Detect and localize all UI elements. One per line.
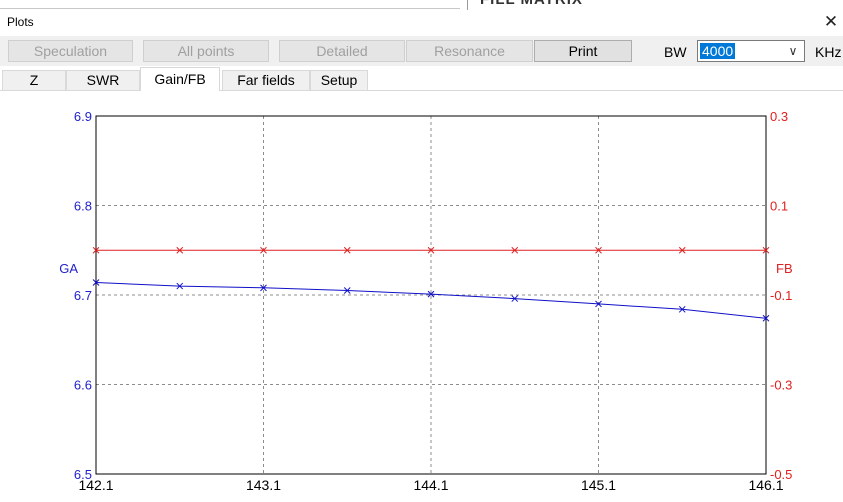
y-right-tick-label: -0.5 (770, 467, 792, 482)
chevron-down-icon[interactable]: ∨ (788, 44, 798, 58)
data-point-fb (595, 246, 602, 254)
data-point-fb (92, 246, 100, 254)
y-left-tick-label: 6.9 (74, 109, 92, 124)
series-line-ga (95, 282, 767, 319)
tab-far-fields[interactable]: Far fields (222, 70, 310, 90)
x-tick-label: 144.1 (413, 477, 448, 493)
speculation-button[interactable]: Speculation (8, 40, 133, 62)
toolbar: Speculation All points Detailed Resonanc… (0, 36, 843, 66)
y-left-axis-label: GA (59, 261, 78, 276)
data-point-ga (511, 295, 519, 302)
x-tick-label: 146.1 (748, 477, 783, 493)
data-point-fb (343, 246, 351, 254)
tab-z[interactable]: Z (2, 70, 66, 90)
y-right-tick-label: -0.1 (770, 288, 792, 303)
bw-value[interactable]: 4000 (700, 43, 736, 59)
data-point-fb (427, 246, 435, 254)
tab-swr[interactable]: SWR (66, 70, 140, 90)
y-right-axis-label: FB (776, 261, 793, 276)
data-point-ga (762, 314, 770, 322)
all-points-button[interactable]: All points (143, 40, 269, 62)
gain-fb-chart: 6.9 6.8 6.7 6.6 6.5 0.3 0.1 -0.1 -0.3 -0.5 142.1 14… (59, 109, 793, 493)
print-button[interactable]: Print (534, 40, 632, 62)
tab-baseline (0, 90, 843, 91)
dialog-title: Plots (7, 15, 34, 29)
bw-select[interactable]: 4000 ∨ (697, 40, 805, 62)
data-point-ga (343, 287, 351, 294)
background-title: FILL MATRIX (480, 0, 583, 8)
tab-gain-fb[interactable]: Gain/FB (140, 67, 220, 91)
plots-dialog: Plots ✕ Speculation All points Detailed … (0, 10, 843, 502)
y-left-tick-label: 6.8 (74, 199, 92, 214)
resonance-button[interactable]: Resonance (406, 40, 533, 62)
y-right-tick-label: -0.3 (770, 378, 792, 393)
background-window: FILL MATRIX (0, 0, 843, 10)
data-point-ga (176, 282, 184, 290)
title-bar: Plots ✕ (0, 10, 843, 34)
data-point-fb (762, 246, 770, 254)
background-divider-line (0, 8, 460, 9)
x-tick-label: 142.1 (78, 477, 113, 493)
x-tick-label: 143.1 (246, 477, 281, 493)
bw-label: BW (664, 44, 687, 60)
data-point-ga (92, 279, 100, 286)
background-divider (467, 0, 468, 10)
data-point-ga (595, 300, 602, 308)
khz-label: KHz (815, 44, 842, 60)
data-point-fb (511, 246, 519, 254)
tab-bar: Z SWR Gain/FB Far fields Setup (0, 67, 843, 91)
data-point-ga (678, 305, 686, 313)
x-tick-label: 145.1 (581, 477, 616, 493)
data-point-fb (176, 246, 184, 254)
y-left-tick-label: 6.6 (74, 378, 92, 393)
y-right-tick-label: 0.3 (770, 109, 788, 124)
y-right-tick-label: 0.1 (770, 199, 788, 214)
y-left-tick-label: 6.5 (74, 467, 92, 482)
plot-frame (95, 115, 767, 475)
y-left-tick-label: 6.7 (74, 288, 92, 303)
data-point-fb (260, 246, 267, 254)
data-point-fb (678, 246, 686, 254)
detailed-button[interactable]: Detailed (279, 40, 405, 62)
tab-setup[interactable]: Setup (310, 70, 368, 90)
data-point-ga (427, 290, 435, 298)
data-point-ga (260, 284, 267, 292)
close-icon[interactable]: ✕ (823, 12, 839, 31)
